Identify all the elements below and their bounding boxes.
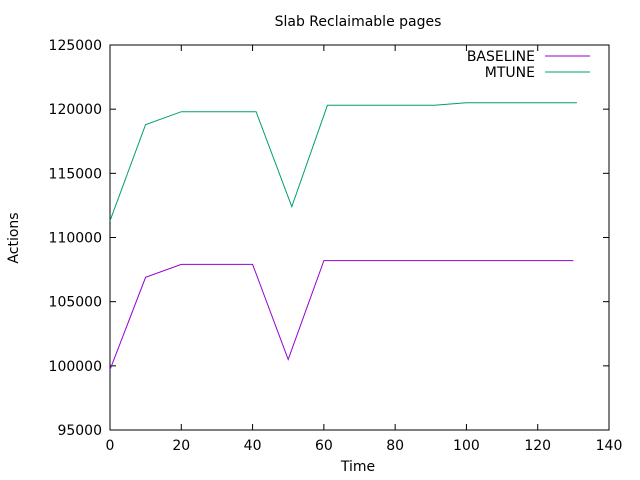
x-tick-label: 60 <box>315 438 333 454</box>
x-tick-label: 20 <box>172 438 190 454</box>
y-tick-label: 100000 <box>49 359 102 375</box>
y-tick-label: 110000 <box>49 231 102 247</box>
x-axis-label: Time <box>340 459 375 475</box>
x-tick-label: 100 <box>453 438 480 454</box>
x-tick-label: 40 <box>244 438 262 454</box>
y-tick-label: 115000 <box>49 166 102 182</box>
series-line-mtune <box>109 102 577 221</box>
series-layer <box>109 102 577 370</box>
y-axis-label: Actions <box>6 212 22 263</box>
y-tick-label: 105000 <box>49 295 102 311</box>
x-tick-label: 0 <box>106 438 115 454</box>
y-axis: 95000 100000 105000 110000 115000 120000 12500… <box>49 38 609 439</box>
legend-label-mtune: MTUNE <box>485 65 535 81</box>
chart-title: Slab Reclaimable pages <box>275 14 442 30</box>
x-tick-label: 120 <box>524 438 551 454</box>
x-axis: 0 20 40 60 80 100 120 140 <box>106 45 623 454</box>
legend-label-baseline: BASELINE <box>467 49 535 65</box>
x-tick-label: 140 <box>596 438 623 454</box>
x-tick-label: 80 <box>386 438 404 454</box>
y-tick-label: 95000 <box>57 423 102 439</box>
y-tick-label: 125000 <box>49 38 102 54</box>
series-line-baseline <box>109 260 574 370</box>
y-tick-label: 120000 <box>49 102 102 118</box>
